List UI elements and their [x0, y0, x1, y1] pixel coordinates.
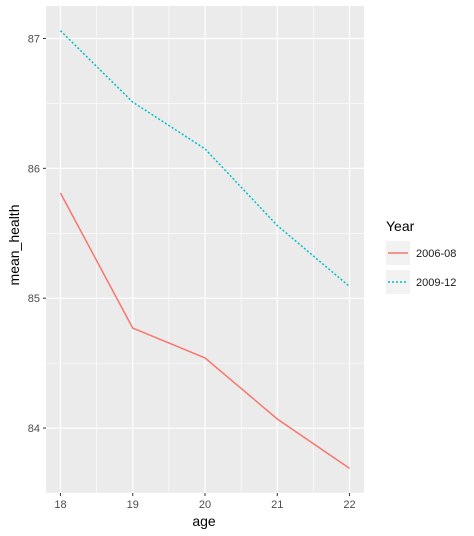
- major-gridlines: [46, 6, 364, 493]
- y-tick-label: 86: [28, 163, 40, 175]
- x-tick-label: 19: [127, 499, 139, 511]
- series-lines: [59, 30, 351, 469]
- y-axis-ticks: 84 85 86 87: [28, 33, 46, 435]
- x-axis-title: age: [192, 513, 216, 529]
- legend-items: 2006-08 2009-12: [386, 241, 456, 294]
- y-tick-label: 84: [28, 423, 40, 435]
- x-tick-label: 22: [343, 499, 355, 511]
- legend: Year 2006-08 2009-12: [386, 218, 456, 294]
- x-tick-label: 18: [54, 499, 66, 511]
- x-tick-label: 21: [271, 499, 283, 511]
- x-tick-label: 20: [199, 499, 211, 511]
- legend-title: Year: [386, 218, 415, 234]
- legend-label-2009-12: 2009-12: [416, 277, 456, 289]
- y-tick-label: 85: [28, 293, 40, 305]
- y-tick-label: 87: [28, 33, 40, 45]
- legend-label-2006-08: 2006-08: [416, 248, 456, 260]
- series-line-2006-08: [59, 192, 350, 469]
- x-axis-ticks: 18 19 20 21 22: [54, 493, 356, 511]
- y-axis-title: mean_health: [6, 205, 22, 286]
- series-line-2009-12: [59, 30, 351, 288]
